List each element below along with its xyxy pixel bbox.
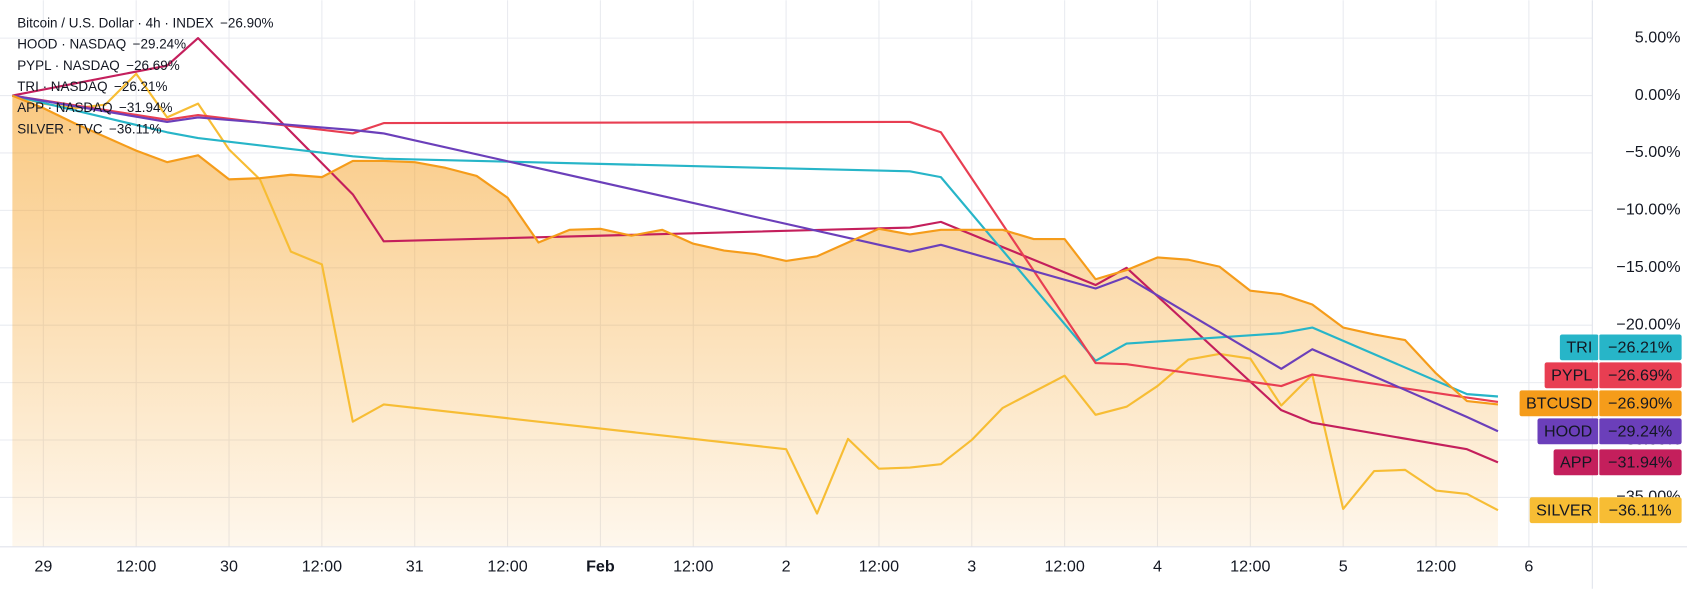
- x-tick-label: 12:00: [487, 558, 527, 576]
- x-tick-label: 3: [967, 558, 976, 576]
- price-tag-name-box: [1519, 390, 1599, 417]
- price-tag-value-box: [1598, 334, 1682, 361]
- price-tag-value: −26.21%: [1608, 339, 1672, 357]
- y-tick-label: 0.00%: [1635, 86, 1681, 104]
- area-fill: [12, 95, 1498, 547]
- y-tick-label: −10.00%: [1616, 201, 1680, 219]
- x-tick-label: 29: [34, 558, 52, 576]
- y-tick-label: 5.00%: [1635, 28, 1681, 46]
- price-tag-name: BTCUSD: [1526, 395, 1592, 413]
- legend-label: PYPL · NASDAQ: [17, 58, 120, 73]
- x-tick-label: 12:00: [673, 558, 713, 576]
- price-tag-name-box: [1559, 334, 1599, 361]
- legend-value: −26.21%: [114, 79, 167, 94]
- price-tags: SILVER −36.11% APP −31.94% HOOD −29.24% BTCUSD…: [1519, 334, 1682, 524]
- x-tick-label: 12:00: [116, 558, 156, 576]
- price-tag-value: −36.11%: [1609, 502, 1672, 520]
- price-tag-value-box: [1598, 390, 1682, 417]
- legend-label: APP · NASDAQ: [17, 100, 112, 115]
- series-line: [12, 94, 1499, 433]
- price-tag-name: APP: [1560, 454, 1592, 472]
- price-tag-value-box: [1598, 449, 1682, 476]
- price-tag-name: HOOD: [1544, 423, 1592, 441]
- price-tag-name: TRI: [1566, 339, 1592, 357]
- price-tag-name: PYPL: [1551, 367, 1592, 385]
- price-tag-name-box: [1529, 497, 1599, 524]
- price-tag-value: −29.24%: [1608, 423, 1672, 441]
- series-line: [12, 94, 1499, 398]
- legend-value: −36.11%: [109, 121, 161, 136]
- legend-value: −31.94%: [119, 100, 172, 115]
- price-tag-name-box: [1553, 449, 1599, 476]
- x-tick-label: Feb: [586, 558, 615, 576]
- legend-value: −29.24%: [133, 37, 186, 52]
- price-tag-value-box: [1598, 418, 1682, 445]
- series-line: [12, 37, 1499, 464]
- price-tag-name-box: [1537, 418, 1599, 445]
- price-tag-name: SILVER: [1536, 502, 1592, 520]
- price-tag-value-box: [1598, 497, 1682, 524]
- plot-area: [11, 37, 1499, 547]
- price-tag-value: −31.94%: [1608, 454, 1672, 472]
- price-tag-value-box: [1598, 362, 1682, 389]
- x-tick-label: 12:00: [859, 558, 899, 576]
- price-tag-value: −26.90%: [1608, 395, 1672, 413]
- legend-label: TRI · NASDAQ: [17, 79, 107, 94]
- y-tick-label: −20.00%: [1616, 315, 1680, 333]
- x-tick-label: 12:00: [1230, 558, 1270, 576]
- x-tick-label: 4: [1153, 558, 1162, 576]
- x-tick-label: 31: [406, 558, 424, 576]
- x-tick-label: 2: [782, 558, 791, 576]
- x-tick-label: 6: [1524, 558, 1533, 576]
- x-tick-label: 5: [1339, 558, 1348, 576]
- series-line: [12, 94, 1499, 404]
- x-tick-label: 12:00: [1044, 558, 1084, 576]
- x-tick-label: 30: [220, 558, 238, 576]
- y-tick-label: −15.00%: [1616, 258, 1680, 276]
- x-tick-label: 12:00: [302, 558, 342, 576]
- legend-label: Bitcoin / U.S. Dollar · 4h · INDEX: [17, 15, 213, 30]
- legend-value: −26.69%: [126, 58, 179, 73]
- legend-value: −26.90%: [220, 15, 273, 30]
- legend-label: HOOD · NASDAQ: [17, 37, 126, 52]
- legend-label: SILVER · TVC: [17, 121, 103, 136]
- series-line: [11, 94, 1499, 406]
- x-tick-label: 12:00: [1416, 558, 1456, 576]
- y-tick-label: −5.00%: [1625, 143, 1680, 161]
- legend: Bitcoin / U.S. Dollar · 4h · INDEX −26.90…: [17, 15, 273, 136]
- price-tag-value: −26.69%: [1608, 367, 1672, 385]
- price-tag-name-box: [1544, 362, 1599, 389]
